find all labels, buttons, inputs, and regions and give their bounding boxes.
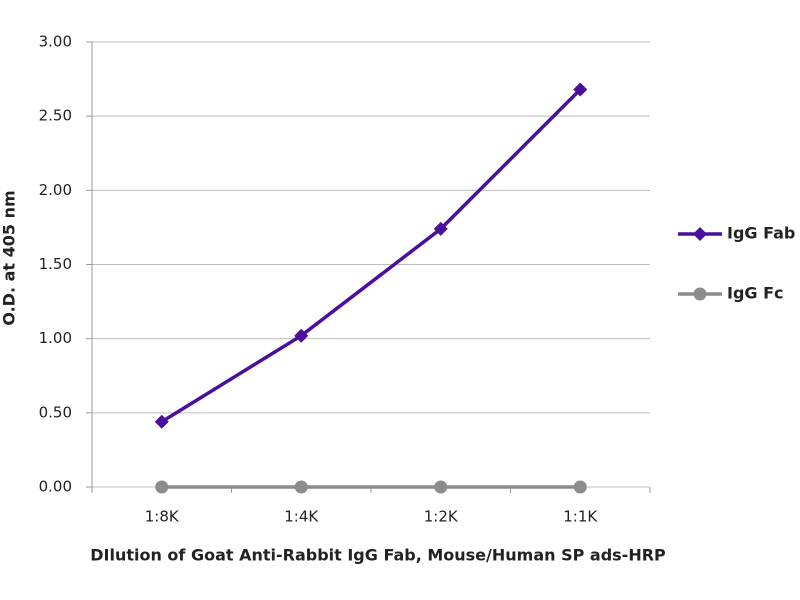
- y-tick-label: 2.50: [39, 107, 72, 125]
- point: [693, 287, 707, 301]
- y-tick-label: 0.50: [39, 403, 72, 421]
- y-tick-label: 0.00: [39, 478, 72, 496]
- point: [155, 480, 169, 494]
- y-tick-label: 3.00: [39, 33, 72, 51]
- y-axis-title: O.D. at 405 nm: [0, 190, 19, 325]
- x-tick-label: 1:4K: [284, 508, 319, 526]
- point: [573, 480, 587, 494]
- x-tick-label: 1:8K: [145, 508, 180, 526]
- x-axis-title: DIlution of Goat Anti-Rabbit IgG Fab, Mo…: [90, 546, 666, 565]
- point: [573, 82, 588, 97]
- legend-label: IgG Fab: [727, 224, 795, 243]
- x-tick-label: 1:2K: [424, 508, 459, 526]
- point: [693, 227, 707, 241]
- point: [434, 480, 448, 494]
- y-tick-label: 1.00: [39, 329, 72, 347]
- point: [294, 328, 309, 343]
- point: [294, 480, 308, 494]
- x-tick-label: 1:1K: [563, 508, 598, 526]
- y-tick-label: 2.00: [39, 181, 72, 199]
- y-tick-label: 1.50: [39, 255, 72, 273]
- series-line: [160, 88, 582, 424]
- point: [154, 414, 169, 429]
- point: [433, 221, 448, 236]
- legend-label: IgG Fc: [727, 284, 784, 303]
